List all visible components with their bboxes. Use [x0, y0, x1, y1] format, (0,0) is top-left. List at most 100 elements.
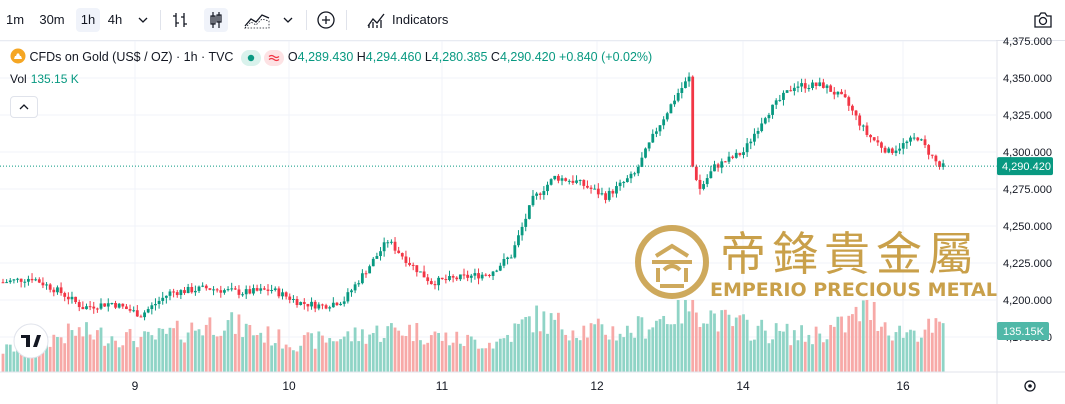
volume-bar: [379, 341, 382, 372]
volume-bar: [546, 333, 549, 372]
candle-body: [429, 281, 433, 285]
candle-body: [390, 241, 393, 243]
chart-type-dropdown-chevron-icon[interactable]: [276, 8, 300, 32]
volume-bar: [197, 329, 201, 372]
symbol-title[interactable]: CFDs on Gold (US$ / OZ) · 1h · TVC: [29, 49, 234, 64]
volume-bar: [411, 341, 415, 372]
candle-body: [77, 302, 81, 308]
volume-bar: [865, 300, 869, 372]
volume-bar: [774, 323, 778, 372]
candle-body: [350, 290, 353, 293]
bar-chart-type-icon[interactable]: [168, 8, 192, 32]
volume-bar: [658, 319, 662, 372]
volume-bar: [244, 323, 248, 372]
volume-bar: [117, 347, 121, 372]
volume-bar: [154, 339, 157, 372]
open-label: O: [287, 49, 298, 64]
volume-bar: [422, 344, 426, 372]
candle-body: [832, 91, 836, 95]
interval-1h-button[interactable]: 1h: [76, 8, 100, 32]
volume-bar: [168, 327, 172, 372]
volume-bar: [458, 343, 462, 372]
volume-bar: [23, 350, 27, 372]
candle-body: [92, 306, 96, 309]
candle-body: [651, 133, 655, 143]
candle-body: [212, 289, 215, 291]
volume-bar: [480, 348, 484, 372]
interval-4h-button[interactable]: 4h: [107, 12, 123, 27]
low-label: L: [424, 49, 432, 64]
volume-bar: [66, 323, 70, 372]
interval-30m-button[interactable]: 30m: [39, 12, 65, 27]
volume-bar: [571, 330, 575, 372]
volume-bar: [143, 331, 146, 372]
volume-bar: [789, 345, 793, 372]
last-volume-label: 135.15K: [1003, 326, 1045, 338]
volume-bar: [691, 300, 695, 372]
volume-bar: [292, 350, 295, 372]
volume-bar: [139, 336, 143, 372]
settings-gear-icon[interactable]: [1024, 380, 1036, 392]
volume-bar: [771, 339, 774, 372]
indicators-button[interactable]: Indicators: [392, 12, 449, 27]
candle-chart-type-icon[interactable]: [204, 8, 228, 32]
candle-body: [498, 265, 502, 271]
time-tick-label: 12: [590, 379, 604, 393]
volume-bar: [273, 343, 277, 372]
volume-bar: [589, 323, 593, 372]
volume-bar: [625, 325, 629, 372]
volume-bar: [466, 334, 470, 372]
candle-body: [633, 173, 637, 175]
volume-bar: [633, 337, 637, 372]
candle-body: [321, 304, 324, 306]
candle-body: [357, 283, 361, 285]
candle-body: [233, 288, 237, 290]
volume-bar: [175, 320, 179, 372]
last-price-badge: [997, 157, 1053, 176]
candle-body: [673, 100, 676, 105]
indicators-icon[interactable]: [364, 8, 388, 32]
collapse-legend-button[interactable]: [10, 96, 38, 118]
volume-bar: [524, 316, 528, 372]
candle-body: [364, 273, 368, 275]
volume-bar: [698, 326, 702, 372]
candle-body: [916, 137, 920, 141]
area-chart-type-icon[interactable]: [242, 8, 272, 32]
candle-body: [128, 309, 132, 311]
volume-bar: [114, 340, 117, 372]
volume-bar: [371, 332, 375, 372]
interval-dropdown-chevron-icon[interactable]: [131, 8, 155, 32]
volume-bar: [800, 325, 803, 372]
candle-body: [607, 190, 611, 200]
candle-body: [756, 130, 760, 134]
volume-bar: [215, 336, 219, 372]
candle-body: [589, 187, 593, 189]
volume-bar: [662, 315, 666, 372]
candle-body: [665, 113, 669, 120]
volume-bar: [45, 336, 48, 372]
volume-bar: [462, 346, 466, 372]
volume-bar: [600, 324, 604, 372]
volume-bar: [847, 315, 851, 372]
volume-bar: [63, 343, 67, 372]
volume-bar: [132, 341, 136, 372]
tradingview-logo-icon[interactable]: [13, 323, 49, 359]
volume-bar: [324, 342, 328, 372]
compare-add-symbol-icon[interactable]: [314, 8, 338, 32]
candle-body: [310, 301, 313, 307]
volume-bar: [157, 328, 161, 372]
candle-body: [538, 193, 542, 195]
camera-snapshot-icon[interactable]: [1031, 8, 1055, 32]
candle-body: [230, 288, 234, 290]
volume-bar: [676, 300, 680, 372]
interval-1m-button[interactable]: 1m: [5, 12, 25, 27]
candle-body: [335, 302, 339, 306]
candle-body: [255, 288, 259, 291]
candle-body: [705, 178, 709, 185]
price-tick-label: 4,325.000: [1003, 110, 1052, 122]
candle-body: [426, 277, 430, 282]
candle-body: [923, 139, 927, 146]
volume-bar: [226, 320, 230, 372]
volume-bar: [277, 329, 281, 372]
